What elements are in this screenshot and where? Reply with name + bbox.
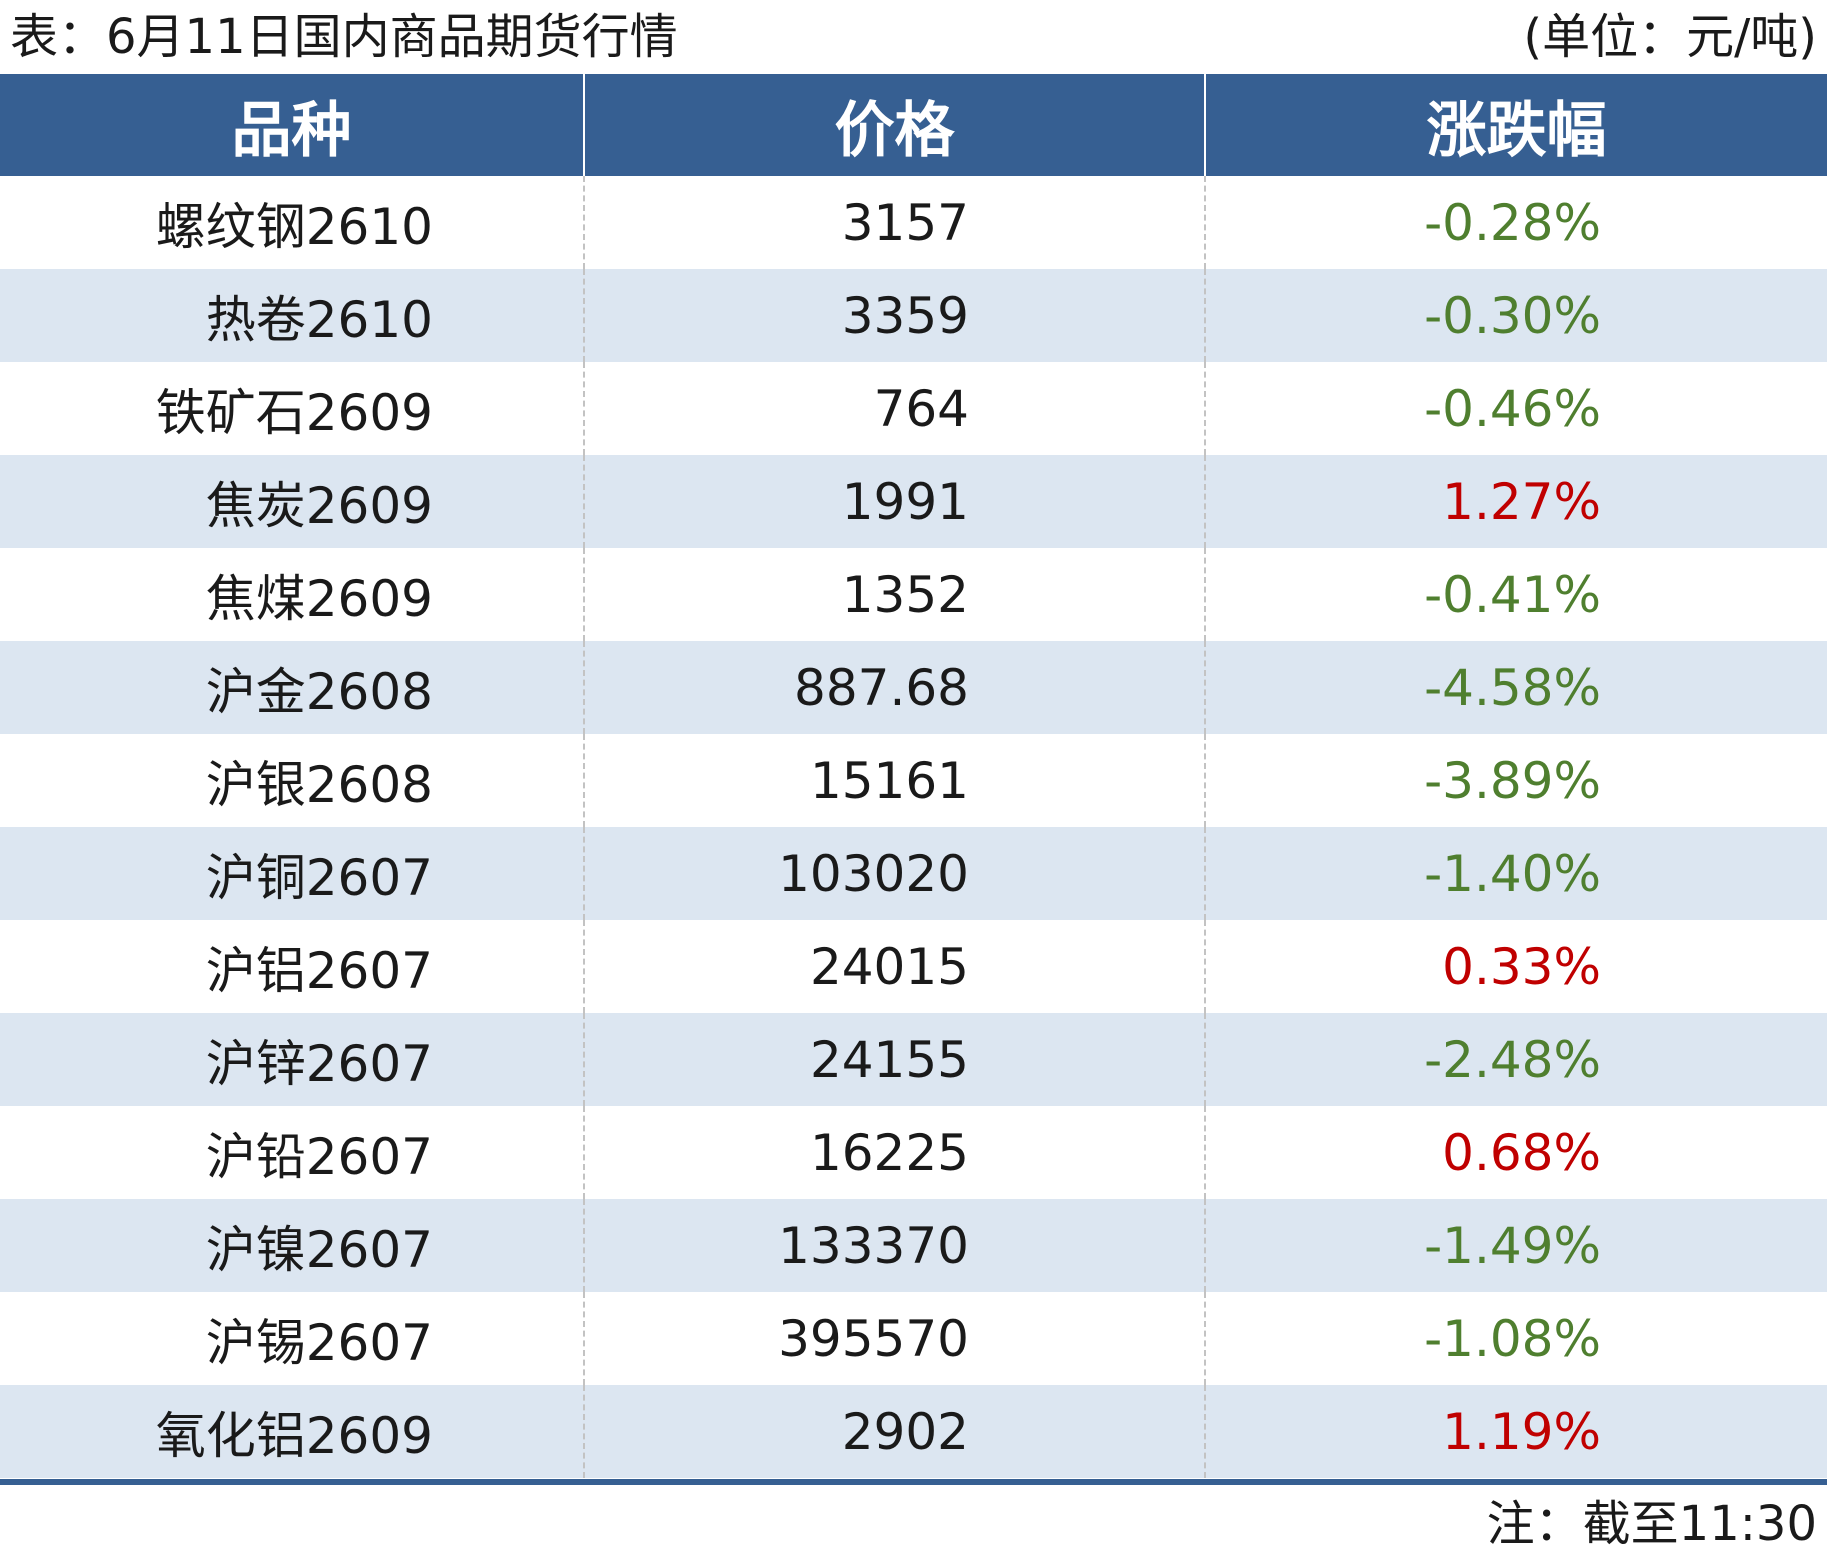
price-change: -1.49%: [1204, 1199, 1827, 1292]
commodity-price: 133370: [583, 1199, 1205, 1292]
commodity-price: 3157: [583, 176, 1205, 269]
bottom-rule: [0, 1479, 1827, 1485]
table-row: 热卷2610 3359 -0.30%: [0, 269, 1827, 362]
price-change: -1.08%: [1204, 1292, 1827, 1385]
price-change: 1.27%: [1204, 455, 1827, 548]
table-row: 铁矿石2609 764 -0.46%: [0, 362, 1827, 455]
commodity-price: 103020: [583, 827, 1205, 920]
commodity-price: 395570: [583, 1292, 1205, 1385]
price-change: -3.89%: [1204, 734, 1827, 827]
column-header-price: 价格: [583, 74, 1205, 176]
table-row: 沪金2608 887.68 -4.58%: [0, 641, 1827, 734]
price-change: 0.33%: [1204, 920, 1827, 1013]
commodity-name: 沪金2608: [0, 641, 584, 734]
title-row: 表：6月11日国内商品期货行情 (单位：元/吨): [0, 0, 1827, 74]
price-change: -0.41%: [1204, 548, 1827, 641]
commodity-name: 热卷2610: [0, 269, 584, 362]
price-change: -0.46%: [1204, 362, 1827, 455]
commodity-name: 沪锌2607: [0, 1013, 584, 1106]
commodity-name: 沪锡2607: [205, 1313, 433, 1372]
commodity-name: 沪镍2607: [0, 1199, 584, 1292]
price-change: -0.30%: [1204, 269, 1827, 362]
commodity-name: 氧化铝2609: [0, 1385, 584, 1478]
commodity-name: 沪银2608: [205, 755, 433, 814]
commodity-name: 焦炭2609: [0, 455, 584, 548]
commodity-name: 沪铜2607: [0, 827, 584, 920]
commodity-price: 1352: [583, 548, 1205, 641]
price-change: -4.58%: [1204, 641, 1827, 734]
price-change: 0.68%: [1204, 1106, 1827, 1199]
table-row: 沪锡2607 395570 -1.08%: [0, 1292, 1827, 1385]
table-header-row: 品种 价格 涨跌幅: [0, 74, 1827, 176]
commodity-price: 15161: [583, 734, 1205, 827]
table-row: 螺纹钢2610 3157 -0.28%: [0, 176, 1827, 269]
commodity-price: 887.68: [583, 641, 1205, 734]
table-row: 沪铜2607 103020 -1.40%: [0, 827, 1827, 920]
table-row: 氧化铝2609 2902 1.19%: [0, 1385, 1827, 1478]
table-body: 螺纹钢2610 3157 -0.28% 热卷2610 3359 -0.30% 铁矿石2609…: [0, 176, 1827, 1478]
table-row: 沪铅2607 16225 0.68%: [0, 1106, 1827, 1199]
commodity-name: 沪铝2607: [205, 941, 433, 1000]
commodity-price: 2902: [583, 1385, 1205, 1478]
commodity-price: 24015: [583, 920, 1205, 1013]
commodity-price: 24155: [583, 1013, 1205, 1106]
futures-quote-table: 品种 价格 涨跌幅 螺纹钢2610 3157 -0.28% 热卷2610 3359 -0.…: [0, 74, 1827, 1478]
commodity-price: 1991: [583, 455, 1205, 548]
table-row: 焦煤2609 1352 -0.41%: [0, 548, 1827, 641]
column-header-name: 品种: [0, 74, 584, 176]
price-change: 1.19%: [1204, 1385, 1827, 1478]
commodity-name: 铁矿石2609: [155, 383, 433, 442]
price-change: -1.40%: [1204, 827, 1827, 920]
table-row: 焦炭2609 1991 1.27%: [0, 455, 1827, 548]
commodity-name: 沪铅2607: [205, 1127, 433, 1186]
commodity-name: 螺纹钢2610: [155, 197, 433, 256]
table-row: 沪银2608 15161 -3.89%: [0, 734, 1827, 827]
table-title: 表：6月11日国内商品期货行情: [10, 9, 678, 65]
footnote: 注：截至11:30: [1486, 1496, 1817, 1552]
commodity-name: 焦煤2609: [205, 569, 433, 628]
table-row: 沪镍2607 133370 -1.49%: [0, 1199, 1827, 1292]
commodity-price: 16225: [583, 1106, 1205, 1199]
column-header-change: 涨跌幅: [1204, 74, 1827, 176]
commodity-price: 764: [583, 362, 1205, 455]
table-row: 沪锌2607 24155 -2.48%: [0, 1013, 1827, 1106]
unit-label: (单位：元/吨): [1523, 9, 1817, 65]
price-change: -0.28%: [1204, 176, 1827, 269]
price-change: -2.48%: [1204, 1013, 1827, 1106]
table-row: 沪铝2607 24015 0.33%: [0, 920, 1827, 1013]
commodity-price: 3359: [583, 269, 1205, 362]
